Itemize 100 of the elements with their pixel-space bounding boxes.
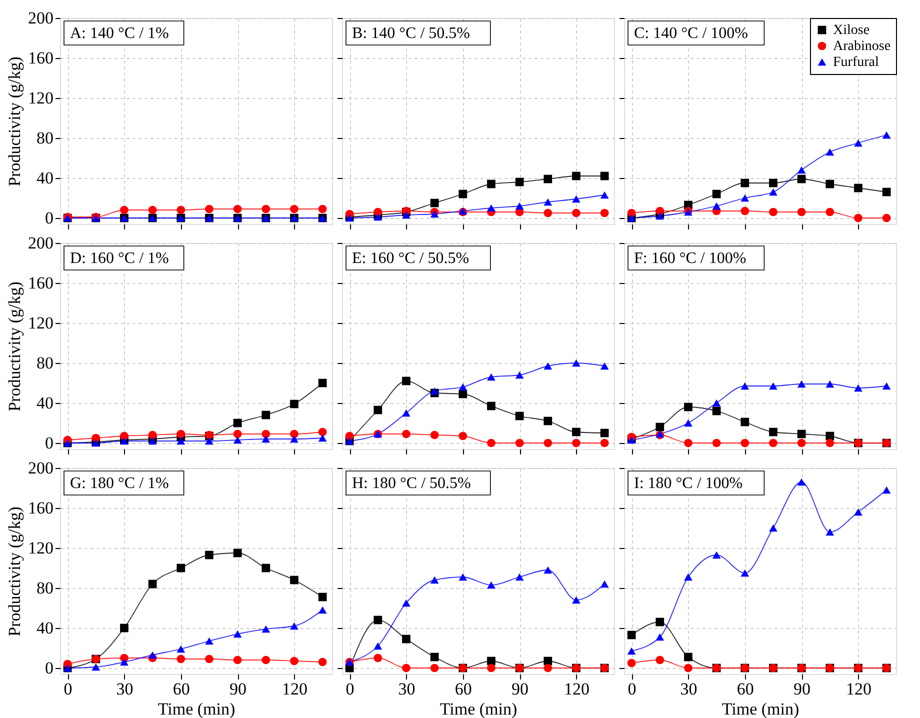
point (684, 419, 692, 427)
point (572, 596, 580, 604)
x-tick-label: 30 (680, 680, 698, 698)
y-tick-label: 200 (28, 234, 54, 252)
y-tick-label: 200 (28, 8, 54, 28)
point (205, 204, 214, 214)
point (430, 430, 439, 440)
y-tick-label: 120 (28, 314, 54, 332)
point (882, 382, 891, 390)
x-tick-label: 90 (794, 680, 811, 698)
x-tick-label: 30 (116, 680, 134, 698)
point (740, 206, 750, 216)
legend-label: Arabinose (833, 39, 891, 54)
point (572, 208, 580, 218)
point (233, 204, 242, 214)
point (684, 652, 692, 662)
point (769, 188, 778, 196)
point (600, 580, 609, 588)
x-tick-label: 0 (346, 680, 354, 698)
point (769, 524, 778, 532)
point (374, 406, 382, 414)
point (233, 548, 242, 558)
point (854, 214, 862, 222)
point (205, 437, 214, 445)
point (458, 190, 468, 198)
point (740, 438, 750, 448)
point (290, 656, 298, 666)
x-axis-title: Time (min) (722, 700, 800, 718)
point (684, 438, 692, 448)
point (826, 208, 834, 216)
y-tick-label: 80 (36, 354, 54, 372)
point (572, 172, 580, 180)
point (882, 486, 891, 494)
point (92, 663, 100, 671)
point (572, 438, 580, 448)
point (402, 376, 410, 386)
x-tick-label: 60 (736, 680, 754, 698)
point (374, 213, 382, 221)
point (402, 599, 410, 607)
x-tick-label: 0 (64, 680, 72, 698)
point (233, 630, 242, 638)
x-tick-label: 30 (398, 680, 416, 698)
point (487, 204, 496, 212)
point (544, 656, 552, 666)
x-axis-title: Time (min) (440, 700, 518, 718)
point (205, 637, 214, 645)
point (458, 573, 468, 581)
point (120, 432, 128, 440)
point (430, 198, 439, 208)
point (712, 551, 721, 559)
point (600, 172, 609, 180)
chart-title: A: 140 °C / 1% (70, 25, 169, 42)
point (600, 438, 609, 448)
point (430, 210, 439, 218)
point (769, 208, 778, 216)
point (769, 178, 778, 188)
point (148, 651, 157, 659)
x-tick-label: 60 (454, 680, 472, 698)
point (826, 380, 834, 388)
y-axis-title: Productivity (g/kg) (5, 506, 24, 636)
point (318, 378, 327, 388)
point (148, 580, 157, 588)
point (797, 208, 806, 216)
point (262, 656, 270, 664)
point (769, 382, 778, 390)
y-axis-title: Productivity (g/kg) (5, 282, 24, 412)
point (712, 202, 721, 210)
point (797, 174, 806, 184)
point (684, 573, 692, 581)
point (402, 664, 410, 672)
point (600, 428, 609, 438)
point (262, 204, 270, 214)
point (769, 438, 778, 448)
point (740, 194, 750, 202)
point (684, 664, 692, 672)
point (572, 428, 580, 436)
chart-title: H: 180 °C / 50.5% (352, 475, 471, 492)
point (402, 211, 410, 219)
y-tick-label: 200 (28, 458, 54, 478)
y-tick-label: 40 (36, 168, 54, 188)
point (854, 384, 862, 392)
point (290, 576, 298, 584)
point (176, 437, 186, 445)
point (92, 434, 100, 442)
point (882, 214, 891, 222)
point (318, 434, 327, 442)
point (544, 416, 552, 426)
point (740, 569, 750, 577)
point (262, 430, 270, 438)
point (290, 435, 298, 443)
point (487, 402, 496, 410)
point (318, 428, 327, 436)
point (402, 430, 410, 438)
point (374, 616, 382, 624)
point (458, 390, 468, 398)
y-tick-label: 40 (36, 618, 54, 638)
point (712, 190, 721, 198)
y-tick-label: 0 (45, 434, 54, 452)
point (656, 212, 664, 220)
point (262, 564, 270, 572)
